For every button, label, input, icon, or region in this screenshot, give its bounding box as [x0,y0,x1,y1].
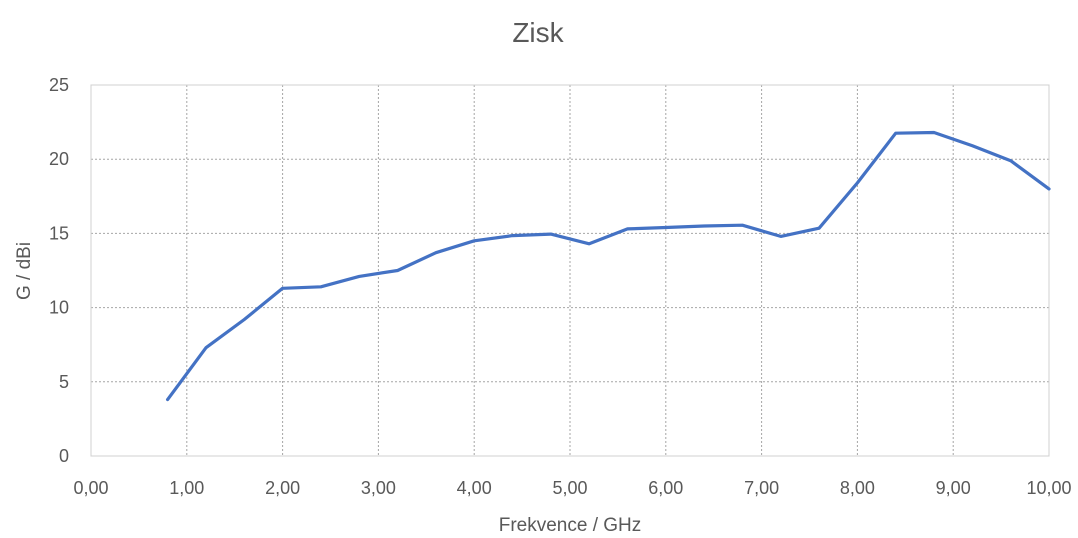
x-axis-label: Frekvence / GHz [499,515,642,536]
x-tick-label: 9,00 [936,478,971,498]
chart-title: Zisk [512,17,564,48]
y-tick-label: 20 [49,149,69,169]
x-tick-label: 8,00 [840,478,875,498]
y-tick-label: 15 [49,223,69,243]
x-tick-label: 7,00 [744,478,779,498]
x-tick-label: 6,00 [648,478,683,498]
x-tick-label: 3,00 [361,478,396,498]
y-tick-label: 10 [49,298,69,318]
x-tick-label: 5,00 [552,478,587,498]
x-tick-label: 0,00 [73,478,108,498]
y-tick-label: 5 [59,372,69,392]
series-group [166,130,1051,402]
grid-lines [91,85,1049,456]
y-tick-label: 0 [59,446,69,466]
x-tick-label: 4,00 [457,478,492,498]
plot-area-frame [90,84,1050,457]
x-axis-ticks: 0,00 1,00 2,00 3,00 4,00 5,00 6,00 7,00 8,00 9,00… [73,478,1071,498]
x-tick-label: 10,00 [1026,478,1071,498]
y-axis-label: G / dBi [14,242,35,300]
x-tick-label: 2,00 [265,478,300,498]
series-line [166,130,1051,402]
y-axis-ticks: 0 5 10 15 20 25 [49,75,69,466]
x-tick-label: 1,00 [169,478,204,498]
y-tick-label: 25 [49,75,69,95]
